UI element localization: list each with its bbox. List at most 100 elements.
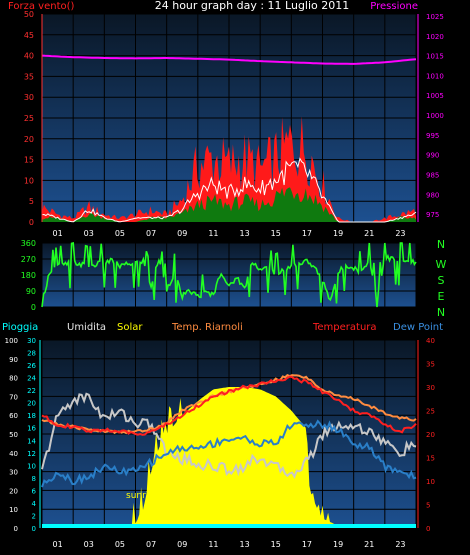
wind-x-tick-label: 13 <box>239 229 249 238</box>
wind-axis-tick-label: 50 <box>24 10 34 19</box>
pressure-axis-tick-label: 975 <box>426 211 439 219</box>
temperature-axis-tick-label: 20 <box>426 431 435 439</box>
wind-pressure-series <box>41 54 417 223</box>
rain-axis-tick-label: 18 <box>27 412 36 420</box>
pressure-axis-tick-label: 990 <box>426 152 439 160</box>
direction-axis-tick-label: 90 <box>26 287 36 296</box>
wind-x-tick-label: 19 <box>333 229 343 238</box>
rain-axis-tick-label: 16 <box>27 425 36 433</box>
humidity-axis-tick-label: 0 <box>14 525 18 533</box>
pressure-axis-tick-label: 995 <box>426 132 439 140</box>
weather-x-tick-label: 23 <box>395 540 405 549</box>
solar-area <box>42 387 416 528</box>
direction-series <box>41 241 417 308</box>
temperature-axis-tick-label: 0 <box>426 525 430 533</box>
sunrise-annotation: sunrise <box>126 491 159 501</box>
rain-axis-tick-label: 24 <box>27 375 36 383</box>
wind-axis-tick-label: 5 <box>29 197 34 206</box>
humidity-axis-tick-label: 60 <box>9 412 18 420</box>
chart-title: 24 hour graph day : 11 Luglio 2011 <box>155 0 350 12</box>
humidity-axis-tick-label: 40 <box>9 450 18 458</box>
wind-axis-tick-label: 15 <box>24 156 34 165</box>
humidity-axis-tick-label: 90 <box>9 356 18 364</box>
wind-x-tick-label: 15 <box>271 229 281 238</box>
legend-pioggia: Pioggia <box>2 322 38 333</box>
wind-x-tick-label: 03 <box>84 229 94 238</box>
rain-axis-tick-label: 30 <box>27 337 36 345</box>
temperature-axis-tick-label: 40 <box>426 337 435 345</box>
temperature-axis-tick-label: 10 <box>426 478 435 486</box>
weather-x-tick-label: 09 <box>177 540 187 549</box>
direction-axis-tick-label: 180 <box>21 271 36 280</box>
pressure-axis-tick-label: 985 <box>426 171 439 179</box>
direction-axis-tick-label: 270 <box>21 255 36 264</box>
dew-point-line <box>41 419 417 488</box>
weather-series <box>41 374 417 528</box>
humidity-axis-tick-label: 30 <box>9 469 18 477</box>
wind-axis-tick-label: 30 <box>24 93 34 102</box>
legend-umidita: Umidita <box>67 322 106 333</box>
legend-dew-point: Dew Point <box>393 322 443 333</box>
humidity-axis-tick-label: 100 <box>5 337 18 345</box>
weather-x-tick-label: 05 <box>115 540 125 549</box>
compass-label-n2: N <box>437 306 445 319</box>
rain-axis-tick-label: 12 <box>27 450 36 458</box>
temperature-line <box>41 375 417 436</box>
rain-axis-tick-label: 14 <box>27 437 36 445</box>
pressure-axis-tick-label: 980 <box>426 191 439 199</box>
temperature-axis-tick-label: 30 <box>426 384 435 392</box>
compass-label-e: E <box>438 290 445 303</box>
legend-solar: Solar <box>117 322 143 333</box>
rain-axis-tick-label: 8 <box>32 475 36 483</box>
wind-axis-tick-label: 45 <box>24 31 34 40</box>
pressure-line <box>41 54 417 65</box>
humidity-axis-tick-label: 20 <box>9 487 18 495</box>
wind-x-tick-label: 21 <box>364 229 374 238</box>
wind-gust-area <box>42 116 416 222</box>
humidity-axis-tick-label: 50 <box>9 431 18 439</box>
wind-x-tick-label: 17 <box>302 229 312 238</box>
weather-x-tick-label: 03 <box>84 540 94 549</box>
wind-axis-tick-label: 40 <box>24 52 34 61</box>
chart-left-label: Forza vento() <box>8 1 75 12</box>
legend-temp-riarnoli: Temp. Riarnoli <box>171 322 243 333</box>
rain-axis-tick-label: 20 <box>27 400 36 408</box>
wind-x-tick-label: 01 <box>52 229 62 238</box>
rain-axis-tick-label: 6 <box>32 487 37 495</box>
direction-line <box>41 241 417 308</box>
wind-axis-tick-label: 0 <box>29 218 34 227</box>
weather-x-tick-label: 19 <box>333 540 343 549</box>
rain-axis-tick-label: 2 <box>32 512 36 520</box>
wind-axis-tick-label: 10 <box>24 176 34 185</box>
pressure-axis-tick-label: 1005 <box>426 92 444 100</box>
rain-axis-tick-label: 28 <box>27 350 36 358</box>
humidity-line <box>41 392 417 479</box>
weather-x-tick-label: 15 <box>271 540 281 549</box>
temperature-axis-tick-label: 35 <box>426 361 435 369</box>
temperature-axis-tick-label: 5 <box>426 502 430 510</box>
wind-avg-area <box>42 187 416 222</box>
temperature-axis-tick-label: 15 <box>426 455 435 463</box>
pressure-axis-tick-label: 1020 <box>426 33 444 41</box>
pressure-axis-tick-label: 1025 <box>426 13 444 21</box>
wind-pressure-axes: 0510152025303540455097598098599099510001… <box>24 10 444 238</box>
direction-axis-tick-label: 360 <box>21 239 36 248</box>
chart-right-label: Pressione <box>370 1 418 12</box>
weather-x-tick-label: 13 <box>239 540 249 549</box>
rain-axis-tick-label: 0 <box>32 525 36 533</box>
compass-label-w: W <box>436 258 447 271</box>
weather-x-tick-label: 21 <box>364 540 374 549</box>
wind-mean-line <box>41 157 417 223</box>
rain-axis-tick-label: 22 <box>27 387 36 395</box>
humidity-axis-tick-label: 10 <box>9 506 18 514</box>
legend-temperatura: Temperatura <box>312 322 377 333</box>
wind-x-tick-label: 09 <box>177 229 187 238</box>
wind-x-tick-label: 05 <box>115 229 125 238</box>
wind-x-tick-label: 23 <box>395 229 405 238</box>
rain-axis-tick-label: 10 <box>27 462 36 470</box>
weather-axes: 0102030405060708090100024681012141618202… <box>5 337 435 549</box>
wind-axis-tick-label: 25 <box>24 114 34 123</box>
compass-label-s: S <box>438 274 445 287</box>
weather-x-tick-label: 01 <box>52 540 62 549</box>
